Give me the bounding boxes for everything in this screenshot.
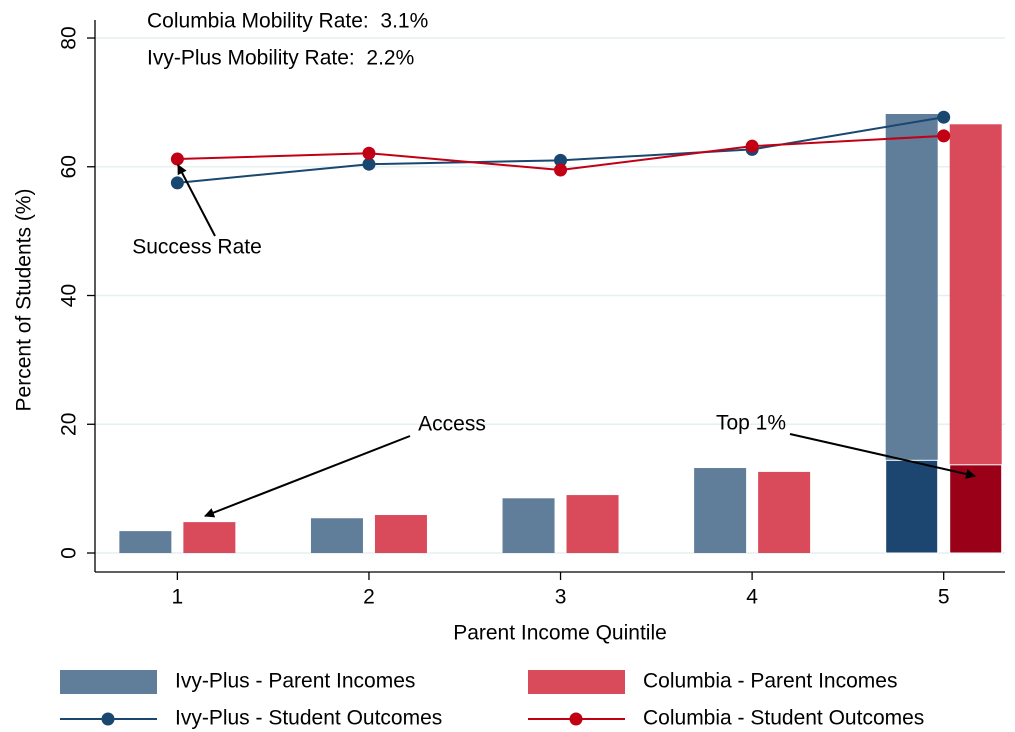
annotation-arrow <box>204 435 411 518</box>
bar <box>758 471 811 554</box>
point <box>362 146 376 160</box>
bar <box>502 498 555 554</box>
annotation-arrow <box>177 164 216 237</box>
point <box>170 176 184 190</box>
x-tick-label: 2 <box>363 586 375 609</box>
x-axis-title: Parent Income Quintile <box>453 622 667 645</box>
y-tick-label: 40 <box>58 284 81 307</box>
point <box>554 163 568 177</box>
bar <box>374 515 427 554</box>
bar <box>183 522 236 554</box>
legend-label: Ivy-Plus - Student Outcomes <box>175 707 442 730</box>
y-tick-label: 80 <box>58 26 81 49</box>
legend: Ivy-Plus - Parent Incomes Columbia - Pare… <box>60 670 924 730</box>
annotation-arrow <box>789 433 976 479</box>
annotation: Top 1% <box>716 412 786 435</box>
grid <box>95 37 1005 554</box>
bar-segment <box>949 464 1003 554</box>
x-tick-label: 3 <box>555 586 567 609</box>
annotation: Columbia Mobility Rate: 3.1% <box>147 10 428 33</box>
y-tick-label: 60 <box>58 155 81 178</box>
bar <box>566 495 619 554</box>
bar <box>694 468 747 554</box>
x-tick-label: 1 <box>172 586 184 609</box>
y-tick-label: 0 <box>58 547 81 559</box>
bar <box>310 518 363 554</box>
annotation: Success Rate <box>132 236 262 259</box>
point <box>170 152 184 166</box>
legend-swatch <box>101 712 115 726</box>
legend-swatch <box>569 712 583 726</box>
annotation: Access <box>418 413 486 436</box>
legend-label: Columbia - Student Outcomes <box>643 707 924 730</box>
legend-label: Columbia - Parent Incomes <box>643 670 897 693</box>
bar <box>119 531 172 554</box>
bar-segment <box>885 459 939 554</box>
legend-swatch <box>60 670 157 694</box>
point <box>745 139 759 153</box>
x-tick-label: 4 <box>746 586 758 609</box>
y-axis-title: Percent of Students (%) <box>13 189 36 412</box>
plot-area <box>119 110 1003 554</box>
legend-label: Ivy-Plus - Parent Incomes <box>175 670 415 693</box>
y-tick-label: 20 <box>58 413 81 436</box>
annotation: Ivy-Plus Mobility Rate: 2.2% <box>147 47 414 70</box>
point <box>937 110 951 124</box>
point <box>937 129 951 143</box>
point <box>554 153 568 167</box>
point <box>362 157 376 171</box>
x-tick-label: 5 <box>938 586 950 609</box>
legend-swatch <box>528 670 625 694</box>
